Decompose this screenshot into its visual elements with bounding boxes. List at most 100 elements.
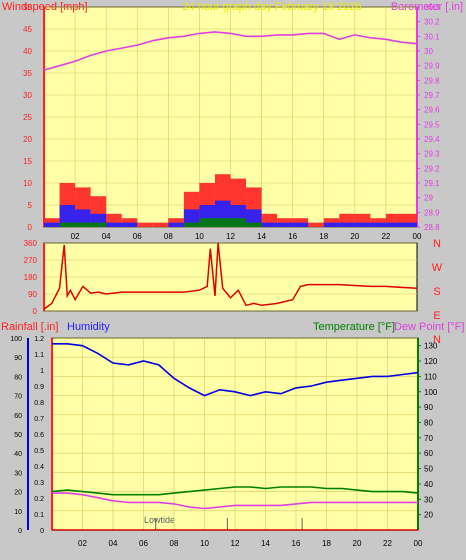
humidity-tick-label: 80 xyxy=(14,374,22,381)
compass-label: N xyxy=(433,334,441,346)
barometer-tick-label: 29.4 xyxy=(424,135,440,144)
rainfall-tick-label: 1.1 xyxy=(34,352,44,359)
time-tick-label: 22 xyxy=(383,539,392,548)
windspeed-tick-label: 35 xyxy=(23,69,32,78)
compass-label: S xyxy=(433,286,440,298)
humidity-tick-label: 90 xyxy=(14,355,22,362)
direction-tick-label: 0 xyxy=(33,307,38,316)
barometer-tick-label: 29.8 xyxy=(424,76,440,85)
rainfall-axis-label: Rainfall [.in] xyxy=(1,321,58,333)
wind-low-bar xyxy=(59,222,76,227)
time-tick-label: 14 xyxy=(261,539,270,548)
humidity-line xyxy=(52,343,419,397)
time-tick-label: 04 xyxy=(109,539,118,548)
temperature-tick-label: 120 xyxy=(424,357,438,366)
direction-tick-label: 360 xyxy=(24,239,38,248)
wind-average-bar xyxy=(354,222,371,227)
barometer-tick-label: 29.9 xyxy=(424,62,440,71)
barometer-tick-label: 30 xyxy=(424,47,433,56)
time-tick-label: 20 xyxy=(353,539,362,548)
wind-low-bar xyxy=(199,218,215,227)
barometer-axis-label: Barometer [.in] xyxy=(391,1,463,13)
wind-direction-line xyxy=(43,242,418,310)
direction-tick-label: 180 xyxy=(24,273,38,282)
wind-average-bar xyxy=(323,222,340,227)
time-tick-label: 04 xyxy=(102,232,111,241)
humidity-tick-label: 100 xyxy=(10,336,22,343)
time-tick-label: 02 xyxy=(78,539,87,548)
time-tick-label: 00 xyxy=(413,232,422,241)
wind-average-bar xyxy=(168,222,184,227)
time-tick-label: 06 xyxy=(133,232,142,241)
windspeed-tick-label: 25 xyxy=(23,113,32,122)
time-tick-label: 10 xyxy=(200,539,209,548)
temperature-tick-label: 50 xyxy=(424,465,433,474)
temperature-tick-label: 60 xyxy=(424,449,433,458)
windspeed-tick-label: 10 xyxy=(23,179,32,188)
time-tick-label: 08 xyxy=(164,232,173,241)
time-tick-label: 00 xyxy=(414,539,423,548)
rainfall-tick-label: 0.1 xyxy=(34,512,44,519)
temperature-tick-label: 130 xyxy=(424,342,438,351)
barometer-tick-label: 30.3 xyxy=(424,3,440,12)
windspeed-tick-label: 30 xyxy=(23,91,32,100)
humidity-tick-label: 70 xyxy=(14,394,22,401)
barometer-tick-label: 29.2 xyxy=(424,164,440,173)
wind-gust-bar xyxy=(137,222,153,227)
barometer-tick-label: 30.1 xyxy=(424,32,440,41)
barometer-tick-label: 30.2 xyxy=(424,18,440,27)
wind-average-bar xyxy=(339,222,355,227)
wind-average-bar xyxy=(401,222,417,227)
wind-average-bar xyxy=(44,222,60,227)
windspeed-tick-label: 5 xyxy=(28,201,33,210)
temperature-tick-label: 40 xyxy=(424,480,433,489)
humidity-tick-label: 30 xyxy=(14,470,22,477)
time-tick-label: 14 xyxy=(257,232,266,241)
temperature-line xyxy=(51,486,419,496)
wind-average-bar xyxy=(370,222,386,227)
wind-gust-bar xyxy=(308,222,324,227)
temperature-axis-label: Temperature [°F] xyxy=(313,321,395,333)
rainfall-tick-label: 0.7 xyxy=(34,416,44,423)
wind-average-bar xyxy=(261,222,278,227)
time-tick-label: 12 xyxy=(231,539,240,548)
rainfall-tick-label: 0.6 xyxy=(34,432,44,439)
humidity-tick-label: 0 xyxy=(18,528,22,535)
wind-average-bar xyxy=(385,222,402,227)
windspeed-tick-label: 40 xyxy=(23,47,32,56)
windspeed-tick-label: 20 xyxy=(23,135,32,144)
humidity-tick-label: 60 xyxy=(14,413,22,420)
time-tick-label: 10 xyxy=(195,232,204,241)
time-tick-label: 02 xyxy=(71,232,80,241)
time-tick-label: 18 xyxy=(322,539,331,548)
wind-low-bar xyxy=(214,218,231,227)
rainfall-tick-label: 0.2 xyxy=(34,496,44,503)
rainfall-tick-label: 1.2 xyxy=(34,336,44,343)
rainfall-tick-label: 0.9 xyxy=(34,384,44,391)
temperature-tick-label: 90 xyxy=(424,403,433,412)
time-tick-label: 06 xyxy=(139,539,148,548)
barometer-tick-label: 28.8 xyxy=(424,223,440,232)
windspeed-tick-label: 15 xyxy=(23,157,32,166)
wind-average-bar xyxy=(59,205,76,227)
lowtide-annotation: Lowtide xyxy=(144,515,175,525)
compass-label: W xyxy=(432,262,443,274)
dewpoint-axis-label: Dew Point [°F] xyxy=(394,321,464,333)
windspeed-tick-label: 50 xyxy=(23,3,32,12)
humidity-tick-label: 50 xyxy=(14,432,22,439)
chart-marks: 0510152025303540455028.828.92929.129.229… xyxy=(10,3,442,548)
compass-label: E xyxy=(433,310,440,322)
wind-low-bar xyxy=(90,222,107,227)
wind-low-bar xyxy=(183,222,200,227)
rainfall-tick-label: 0.5 xyxy=(34,448,44,455)
barometer-tick-label: 29.5 xyxy=(424,120,440,129)
windspeed-tick-label: 0 xyxy=(28,223,33,232)
rainfall-tick-label: 0.3 xyxy=(34,480,44,487)
time-tick-label: 22 xyxy=(381,232,390,241)
humidity-tick-label: 10 xyxy=(14,509,22,516)
humidity-tick-label: 40 xyxy=(14,451,22,458)
barometer-tick-label: 29.1 xyxy=(424,179,440,188)
wind-low-bar xyxy=(75,222,91,227)
